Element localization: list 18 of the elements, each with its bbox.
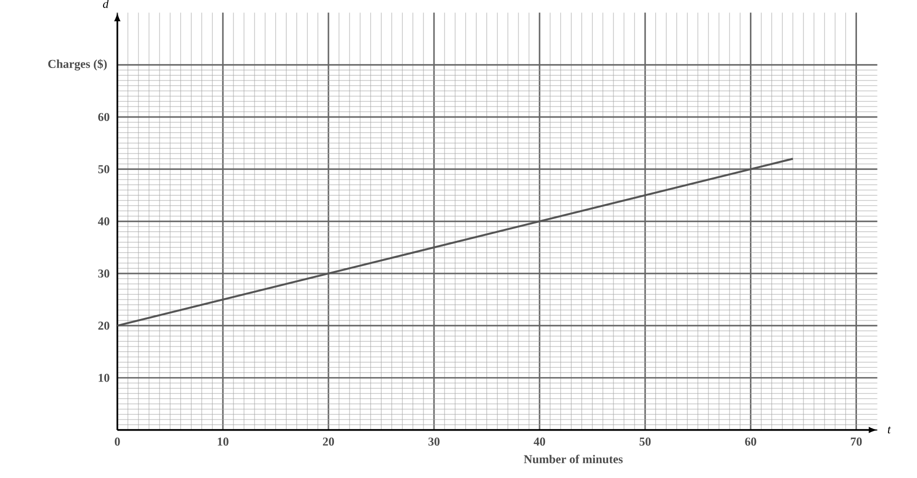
y-tick-label: 50 xyxy=(98,165,110,174)
text: d xyxy=(102,0,109,8)
y-tick-label: 10 xyxy=(98,374,110,382)
x-tick-label: 50 xyxy=(640,438,651,446)
x-tick-label: 20 xyxy=(322,438,334,446)
y-tick-label: 60 xyxy=(98,112,110,122)
x-tick-label: 30 xyxy=(428,438,440,446)
y-tick-label: 30 xyxy=(98,269,110,278)
x-tick-label: 0 xyxy=(114,438,120,446)
y-tick-label: 20 xyxy=(98,322,110,330)
y-axis-title: Charges ($) xyxy=(48,59,107,71)
x-axis-title: Number of minutes xyxy=(524,454,623,464)
x-tick-label: 60 xyxy=(745,438,756,446)
x-tick-label: 70 xyxy=(850,438,862,446)
y-tick-label: 40 xyxy=(98,217,110,226)
x-tick-label: 10 xyxy=(218,438,228,446)
x-tick-label: 40 xyxy=(534,438,546,446)
text: t xyxy=(888,426,891,434)
